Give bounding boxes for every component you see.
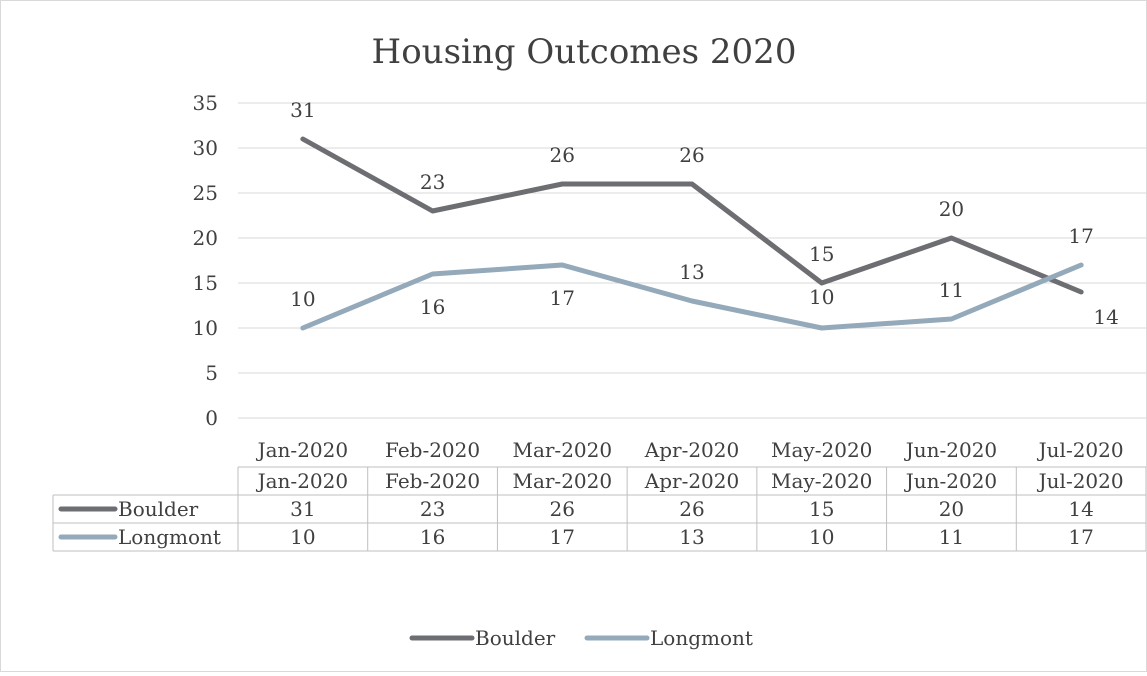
data-label: 15: [809, 242, 834, 266]
y-tick-label: 0: [205, 406, 218, 430]
data-label: 20: [939, 197, 964, 221]
y-tick-label: 35: [193, 91, 218, 115]
series-line-boulder: [300, 136, 1084, 295]
legend-label: Boulder: [475, 626, 556, 650]
table-cell: 26: [679, 497, 704, 521]
x-tick-label: Jan-2020: [256, 438, 348, 462]
x-axis-tick-labels: Jan-2020 Feb-2020 Mar-2020 Apr-2020 May-2020…: [256, 438, 1124, 462]
legend: Boulder Longmont: [409, 626, 753, 650]
table-header-cell: Feb-2020: [385, 469, 480, 493]
table-header-cell: Jul-2020: [1037, 469, 1124, 493]
table-header-cell: Mar-2020: [512, 469, 612, 493]
x-tick-label: Jun-2020: [904, 438, 997, 462]
table-cell: 17: [1068, 525, 1093, 549]
data-label: 14: [1093, 305, 1118, 329]
table-cell: 31: [290, 497, 315, 521]
table-cell: 23: [420, 497, 445, 521]
data-label: 17: [550, 286, 575, 310]
table-row-label: Boulder: [118, 497, 199, 521]
y-tick-label: 25: [193, 181, 218, 205]
x-tick-label: Apr-2020: [644, 438, 739, 462]
table-cell: 16: [420, 525, 445, 549]
data-label: 10: [809, 285, 834, 309]
y-axis-tick-labels: 0 5 10 15 20 25 30 35: [193, 91, 218, 430]
series-line-longmont: [300, 262, 1084, 331]
table-header-cell: Jan-2020: [256, 469, 348, 493]
table-header-cell: Jun-2020: [904, 469, 997, 493]
table-cell: 20: [939, 497, 964, 521]
data-label: 16: [420, 295, 445, 319]
y-tick-label: 5: [205, 361, 218, 385]
data-label: 17: [1068, 224, 1093, 248]
table-cell: 10: [809, 525, 834, 549]
gridlines: [238, 102, 1146, 419]
data-label: 31: [290, 98, 315, 122]
data-label: 23: [420, 170, 445, 194]
table-cell: 15: [809, 497, 834, 521]
data-label: 11: [939, 278, 964, 302]
table-row-label: Longmont: [118, 525, 221, 549]
data-table: Jan-2020 Feb-2020 Mar-2020 Apr-2020 May-2020…: [52, 466, 1147, 552]
x-tick-label: Jul-2020: [1037, 438, 1124, 462]
y-tick-label: 10: [193, 316, 218, 340]
chart-title: Housing Outcomes 2020: [372, 32, 797, 72]
table-header-cell: Apr-2020: [644, 469, 739, 493]
table-cell: 10: [290, 525, 315, 549]
data-label: 10: [290, 287, 315, 311]
y-tick-label: 30: [193, 136, 218, 160]
x-tick-label: May-2020: [771, 438, 872, 462]
table-cell: 14: [1068, 497, 1093, 521]
y-tick-label: 20: [193, 226, 218, 250]
data-label: 26: [679, 143, 704, 167]
x-tick-label: Feb-2020: [385, 438, 480, 462]
table-cell: 13: [679, 525, 704, 549]
table-cell: 26: [550, 497, 575, 521]
series-lines: [300, 136, 1084, 331]
table-cell: 17: [550, 525, 575, 549]
data-labels: 31 23 26 26 15 20 14 10 16 17 13 10 11 17: [290, 98, 1119, 329]
data-label: 13: [679, 260, 704, 284]
data-label: 26: [550, 143, 575, 167]
table-cell: 11: [939, 525, 964, 549]
table-header-cell: May-2020: [771, 469, 872, 493]
legend-label: Longmont: [650, 626, 753, 650]
x-tick-label: Mar-2020: [512, 438, 612, 462]
y-tick-label: 15: [193, 271, 218, 295]
